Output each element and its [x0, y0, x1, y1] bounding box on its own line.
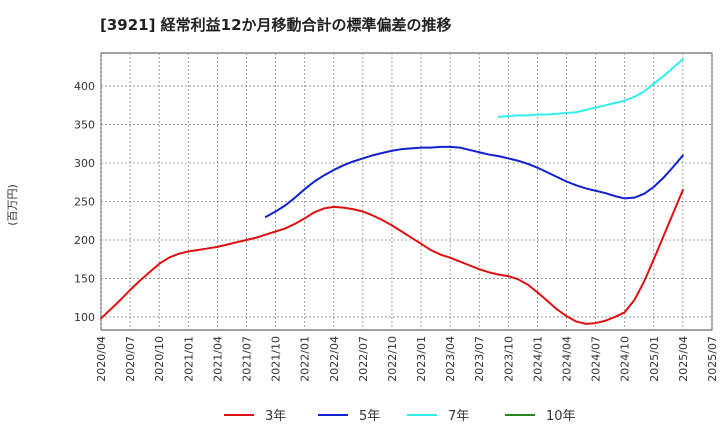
y-tick-label: 350	[74, 119, 95, 132]
series-line-2	[497, 58, 684, 118]
x-tick-label: 2022/01	[299, 336, 312, 382]
grid-lines	[100, 53, 713, 330]
x-tick-label: 2024/04	[561, 336, 574, 382]
plot-area	[100, 52, 713, 331]
chart-title: [3921] 経常利益12か月移動合計の標準偏差の推移	[100, 16, 452, 34]
x-tick-label: 2023/01	[415, 336, 428, 382]
legend-label-2: 7年	[448, 409, 469, 424]
x-tick-label: 2024/07	[590, 336, 603, 382]
y-tick-labels: 100 150 200 250 300 350 400	[74, 80, 95, 324]
y-axis-label: (百万円)	[6, 184, 19, 226]
legend-label-3: 10年	[546, 409, 576, 424]
x-tick-label: 2021/07	[240, 336, 253, 382]
x-tick-label: 2023/10	[502, 336, 515, 382]
x-tick-label: 2021/10	[270, 336, 283, 382]
series-line-1	[264, 145, 684, 218]
x-tick-label: 2025/07	[706, 336, 719, 382]
legend-label-1: 5年	[359, 409, 380, 424]
x-tick-label: 2020/07	[124, 336, 137, 382]
x-tick-label: 2025/01	[648, 336, 661, 382]
x-tick-label: 2023/07	[473, 336, 486, 382]
x-tick-label: 2024/01	[531, 336, 544, 382]
y-tick-label: 300	[74, 157, 95, 170]
x-tick-label: 2020/04	[95, 336, 108, 382]
x-tick-label: 2022/07	[357, 336, 370, 382]
x-tick-label: 2022/04	[328, 336, 341, 382]
x-tick-label: 2021/04	[211, 336, 224, 382]
legend: 3年 5年 7年 10年	[224, 409, 576, 424]
x-tick-label: 2024/10	[619, 336, 632, 382]
x-tick-label: 2021/01	[182, 336, 195, 382]
series-lines	[100, 58, 684, 325]
series-line-0	[100, 188, 684, 325]
x-tick-label: 2023/04	[444, 336, 457, 382]
y-tick-label: 100	[74, 311, 95, 324]
y-tick-label: 400	[74, 80, 95, 93]
plot-frame	[100, 52, 713, 331]
x-tick-label: 2025/04	[677, 336, 690, 382]
x-tick-label: 2020/10	[153, 336, 166, 382]
y-tick-label: 250	[74, 196, 95, 209]
y-tick-label: 150	[74, 272, 95, 285]
y-tick-label: 200	[74, 234, 95, 247]
x-tick-labels: 2020/04 2020/07 2020/10 2021/01 2021/04 2021/…	[95, 336, 719, 382]
legend-label-0: 3年	[265, 409, 286, 424]
x-tick-label: 2022/10	[386, 336, 399, 382]
